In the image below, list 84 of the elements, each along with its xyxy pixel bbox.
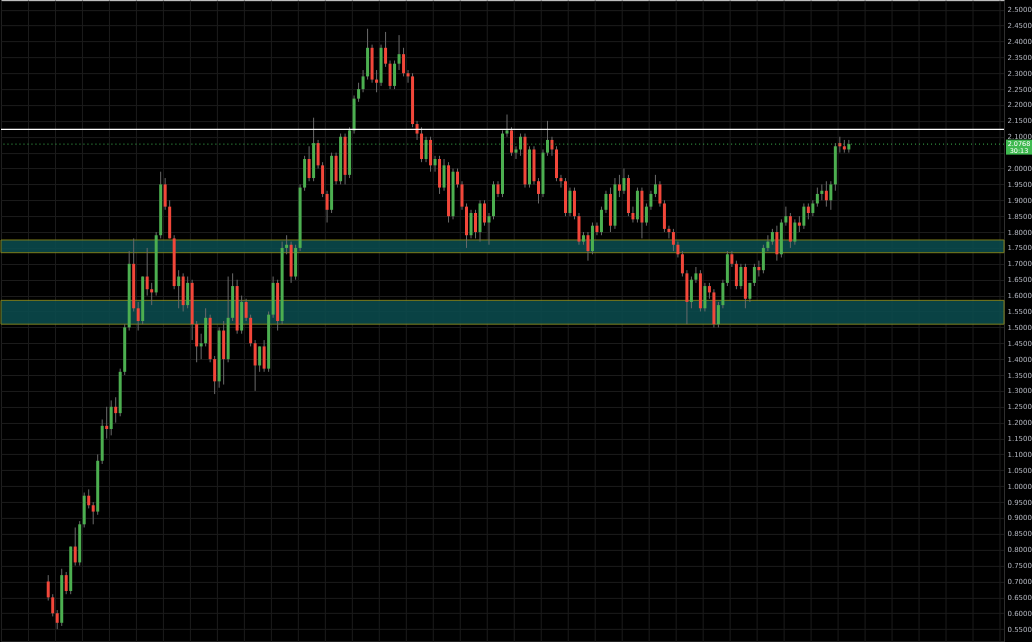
candlestick <box>262 339 266 373</box>
candlestick <box>316 139 320 170</box>
candlestick <box>109 399 113 436</box>
candlestick <box>586 231 590 262</box>
candlestick <box>433 155 437 173</box>
candlestick <box>307 145 311 182</box>
candlestick <box>213 355 217 395</box>
candlestick <box>163 177 167 211</box>
candlestick <box>91 501 95 525</box>
candlestick <box>559 174 563 189</box>
candlestick <box>105 406 109 440</box>
candlestick <box>766 234 770 252</box>
candlestick <box>739 263 743 290</box>
candlestick <box>73 526 77 567</box>
candlestick <box>595 222 599 236</box>
candlestick <box>145 247 149 297</box>
candlestick <box>136 301 140 332</box>
candlestick <box>474 209 478 239</box>
candlestick <box>244 298 248 322</box>
candlestick <box>150 282 154 306</box>
candlestick <box>734 260 738 290</box>
candlestick <box>64 571 68 595</box>
candlestick <box>177 269 181 309</box>
candlestick <box>703 282 707 312</box>
candlestick <box>46 574 50 602</box>
candlestick <box>361 69 365 93</box>
candlestick <box>505 114 509 138</box>
candlestick <box>815 187 819 208</box>
candlestick <box>186 276 190 309</box>
candlestick <box>442 158 446 192</box>
candlestick <box>87 488 91 509</box>
candlestick <box>680 250 684 278</box>
candlestick <box>325 190 329 224</box>
candlestick <box>51 593 55 617</box>
candlestick <box>258 345 262 373</box>
candlestick <box>829 180 833 211</box>
candlestick <box>721 279 725 309</box>
candlestick <box>545 120 549 157</box>
candlestick <box>406 69 410 84</box>
candlestick <box>820 183 824 201</box>
candlestick <box>752 263 756 287</box>
candlestick <box>469 209 473 239</box>
candlestick <box>757 260 761 278</box>
candlestick <box>649 190 653 211</box>
candlestick <box>658 180 662 208</box>
candlestick <box>716 301 720 328</box>
candlestick <box>357 82 361 103</box>
candlestick <box>456 168 460 189</box>
candlestick <box>393 60 397 90</box>
candlestick <box>55 609 59 630</box>
candlestick <box>536 177 540 204</box>
candlestick <box>775 225 779 262</box>
candlestick <box>631 206 635 224</box>
candlestick <box>667 225 671 239</box>
candlestick <box>784 206 788 227</box>
candlestick <box>761 244 765 274</box>
candlestick <box>802 202 806 230</box>
candlestick <box>384 31 388 68</box>
candlestick <box>689 276 693 309</box>
candlestick <box>694 266 698 284</box>
candlestick <box>253 339 257 392</box>
candlestick <box>604 190 608 214</box>
candlestick <box>285 234 289 255</box>
candlestick <box>397 34 401 71</box>
candlestick <box>402 47 406 77</box>
candlestick <box>114 396 118 424</box>
candlestick <box>483 199 487 227</box>
candlestick <box>599 206 603 236</box>
candlestick <box>424 136 428 163</box>
candlestick <box>644 202 648 227</box>
candlestick <box>510 126 513 157</box>
candlestick <box>388 60 392 90</box>
candlestick <box>487 212 491 246</box>
candlestick <box>375 69 379 93</box>
candlestick <box>199 333 203 360</box>
candlestick <box>622 168 626 195</box>
candlestick <box>824 180 828 208</box>
candlestick <box>793 218 797 246</box>
candlestick <box>195 320 199 363</box>
candlestick <box>568 187 572 217</box>
candlestick <box>671 228 675 252</box>
candlestick <box>653 174 657 198</box>
candlestick <box>617 174 621 198</box>
candlestick <box>460 180 464 211</box>
